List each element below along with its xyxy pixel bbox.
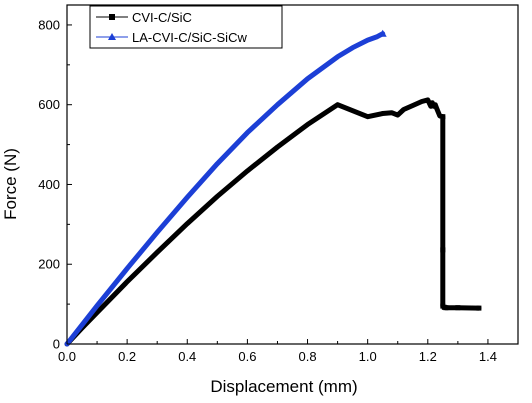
legend-marker-cvi: [109, 14, 115, 20]
legend-label-la: LA-CVI-C/SiC-SiCw: [132, 30, 247, 45]
series-point-cvi: [476, 305, 482, 311]
x-tick-label: 0.4: [178, 349, 196, 364]
x-tick-label: 0.6: [238, 349, 256, 364]
legend: CVI-C/SiC LA-CVI-C/SiC-SiCw: [89, 5, 283, 49]
y-tick-label: 600: [38, 97, 60, 112]
x-tick-label: 1.4: [479, 349, 497, 364]
plot-frame: [66, 4, 519, 345]
x-axis-title: Displacement (mm): [210, 377, 357, 396]
y-tick-label: 200: [38, 257, 60, 272]
legend-label-cvi: CVI-C/SiC: [132, 10, 192, 25]
plot-border: [66, 4, 519, 345]
y-tick-label: 400: [38, 177, 60, 192]
series-point-cvi: [455, 305, 461, 311]
ticks-layer: 0.0 0.2 0.4 0.6 0.8 1.0 1.2 1.4 0 200 400 600 800: [38, 17, 497, 364]
y-axis-title: Force (N): [1, 148, 20, 220]
series-line-la: [64, 31, 386, 347]
x-tick-label: 0.2: [118, 349, 136, 364]
x-tick-label: 1.0: [359, 349, 377, 364]
x-tick-label: 1.2: [419, 349, 437, 364]
series-point-la: [378, 29, 387, 37]
x-tick-label: 0.8: [298, 349, 316, 364]
legend-marker-la: [108, 33, 116, 40]
legend-box: [89, 5, 283, 49]
y-tick-label: 800: [38, 17, 60, 32]
series-point-cvi: [443, 305, 449, 311]
x-tick-label: 0.0: [58, 349, 76, 364]
y-tick-label: 0: [53, 337, 60, 352]
series-layer: [64, 29, 482, 347]
series-line-cvi: [64, 97, 482, 347]
